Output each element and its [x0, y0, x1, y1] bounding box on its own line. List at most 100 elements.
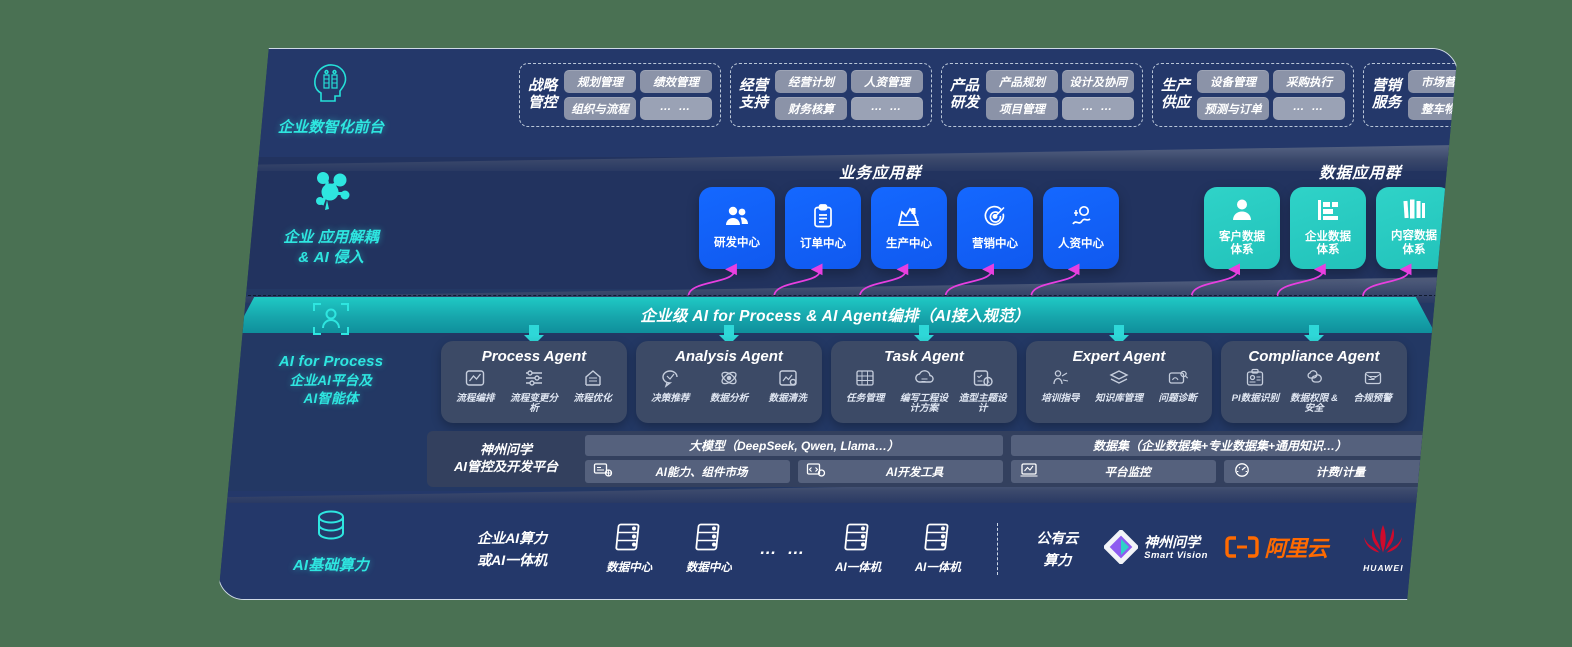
atom-analysis-icon: [718, 368, 740, 392]
app-card-label: 人资中心: [1058, 238, 1104, 250]
agent-title: Compliance Agent: [1248, 348, 1380, 365]
app-card-marketing[interactable]: 营销中心: [957, 187, 1033, 269]
platform-left-column: 大模型（DeepSeek, Qwen, Llama…）: [585, 435, 1003, 483]
domain-chip[interactable]: 绩效管理: [640, 70, 712, 93]
agent-capability[interactable]: 编写工程设计方案: [896, 368, 953, 415]
app-card-order[interactable]: 订单中心: [785, 187, 861, 269]
domain-chip[interactable]: 设备管理: [1197, 70, 1269, 93]
database-icon: [243, 509, 419, 548]
agent-card-expert[interactable]: Expert Agent 培训指导: [1026, 341, 1212, 423]
agent-capability[interactable]: 数据权限 & 安全: [1286, 368, 1343, 415]
agent-capability[interactable]: 造型主题设计: [954, 368, 1011, 415]
agent-capability[interactable]: 任务管理: [837, 368, 894, 415]
component-market-icon: [593, 462, 613, 481]
domain-chip-more[interactable]: … …: [1273, 97, 1345, 120]
domain-chip[interactable]: 组织与流程: [564, 97, 636, 120]
data-card-label: 内容数据 体系: [1391, 230, 1437, 256]
domain-chip-more[interactable]: … …: [1062, 97, 1134, 120]
domain-chip[interactable]: 财务核算: [775, 97, 847, 120]
agent-capability-label: 数据权限 & 安全: [1290, 392, 1338, 415]
rail-ai-process: AI for Process 企业AI平台及 AI智能体: [243, 299, 419, 407]
orchestration-banner: 企业级 AI for Process & AI Agent编排（AI接入规范）: [235, 297, 1435, 333]
domain-chip[interactable]: 经营计划: [775, 70, 847, 93]
platform-cell-dev-tools[interactable]: AI开发工具: [798, 460, 1003, 483]
app-card-label: 营销中心: [972, 238, 1018, 250]
agent-card-analysis[interactable]: Analysis Agent 决策推荐: [636, 341, 822, 423]
cloud-doc-icon: [913, 368, 935, 392]
domain-chip[interactable]: 产品规划: [986, 70, 1058, 93]
books-icon: [1402, 198, 1426, 225]
logo-aliyun[interactable]: 阿里云: [1215, 535, 1338, 564]
platform-dataset-bar[interactable]: 数据集（企业数据集+专业数据集+通用知识…）: [1011, 435, 1429, 456]
person-chart-icon: [1069, 204, 1094, 233]
app-card-hr[interactable]: 人资中心: [1043, 187, 1119, 269]
band-infrastructure: [219, 491, 1457, 599]
agent-down-arrows: [524, 325, 1324, 345]
server-icon: [695, 522, 723, 557]
rail-frontstage: 企业数智化前台: [243, 61, 419, 138]
infra-node-datacenter-2[interactable]: 数据中心: [669, 522, 749, 576]
domain-group[interactable]: 营销 服务 市场营销 客户关系 整车物流 … …: [1363, 63, 1457, 127]
data-card-customer[interactable]: 客户数据 体系: [1204, 187, 1280, 269]
infra-node-ai-appliance-2[interactable]: AI一体机: [898, 522, 978, 576]
infra-enterprise-compute: 企业AI算力 或AI一体机: [477, 529, 548, 568]
domain-group[interactable]: 生产 供应 设备管理 采购执行 预测与订单 … …: [1152, 63, 1354, 127]
domain-chip[interactable]: 规划管理: [564, 70, 636, 93]
business-group-title: 业务应用群: [839, 165, 922, 182]
domain-chip[interactable]: 人资管理: [851, 70, 923, 93]
infra-ellipsis: … …: [759, 538, 808, 558]
app-card-production[interactable]: 生产中心: [871, 187, 947, 269]
agent-card-compliance[interactable]: Compliance Agent PI数据识别: [1221, 341, 1407, 423]
domain-chip[interactable]: 整车物流: [1408, 97, 1457, 120]
platform-cell-billing[interactable]: 计费/计量: [1224, 460, 1429, 483]
decision-icon: [659, 368, 681, 392]
agent-capability[interactable]: 数据清洗: [759, 368, 816, 404]
shield-cloud-icon: [1303, 368, 1325, 392]
server-icon: [924, 522, 952, 557]
domain-group[interactable]: 经营 支持 经营计划 人资管理 财务核算 … …: [730, 63, 932, 127]
server-icon: [615, 522, 643, 557]
layers-icon: [1108, 368, 1130, 392]
infra-node-datacenter-1[interactable]: 数据中心: [589, 522, 669, 576]
domain-group[interactable]: 战略 管控 规划管理 绩效管理 组织与流程 … …: [519, 63, 721, 127]
agent-capability[interactable]: 流程编排: [447, 368, 504, 415]
task-grid-icon: [854, 368, 876, 392]
agent-capability[interactable]: PI数据识别: [1227, 368, 1284, 415]
agent-title: Process Agent: [481, 348, 587, 365]
platform-cell-monitoring[interactable]: 平台监控: [1011, 460, 1216, 483]
platform-cell-component-market[interactable]: AI能力、组件市场: [585, 460, 790, 483]
domain-chip-more[interactable]: … …: [851, 97, 923, 120]
agent-capability[interactable]: 数据分析: [701, 368, 758, 404]
orchestration-dashed-line: [233, 295, 1437, 296]
data-clean-icon: [777, 368, 799, 392]
agent-capability[interactable]: 流程优化: [564, 368, 621, 415]
agent-capability[interactable]: 培训指导: [1032, 368, 1089, 404]
aliyun-bracket-icon: [1225, 535, 1260, 563]
data-card-content[interactable]: 内容数据 体系: [1376, 187, 1452, 269]
agent-card-process[interactable]: Process Agent 流程编排: [441, 341, 627, 423]
domain-chip[interactable]: 采购执行: [1273, 70, 1345, 93]
domain-chip-more[interactable]: … …: [640, 97, 712, 120]
checklist-clock-icon: [972, 368, 994, 392]
agent-capability[interactable]: 问题诊断: [1149, 368, 1206, 404]
domain-chip[interactable]: 预测与订单: [1197, 97, 1269, 120]
data-card-enterprise[interactable]: 企业数据 体系: [1290, 187, 1366, 269]
infra-node-ai-appliance-1[interactable]: AI一体机: [818, 522, 898, 576]
agent-capability[interactable]: 知识库管理: [1091, 368, 1148, 404]
domain-title: 生产 供应: [1161, 78, 1190, 111]
domain-chip[interactable]: 市场营销: [1408, 70, 1457, 93]
rail-label-decoupling: 企业 应用解耦 & AI 侵入: [283, 229, 379, 266]
agent-capability[interactable]: 决策推荐: [642, 368, 699, 404]
app-card-rd[interactable]: 研发中心: [699, 187, 775, 269]
agent-card-task[interactable]: Task Agent 任务管理: [831, 341, 1017, 423]
agent-capability[interactable]: 合规预警: [1344, 368, 1401, 415]
logo-smart-vision[interactable]: 神州问学 Smart Vision: [1097, 528, 1215, 569]
domain-chip[interactable]: 设计及协同: [1062, 70, 1134, 93]
domain-chip[interactable]: 项目管理: [986, 97, 1058, 120]
rail-label-infrastructure: AI基础算力: [292, 557, 370, 574]
domain-group[interactable]: 产品 研发 产品规划 设计及协同 项目管理 … …: [941, 63, 1143, 127]
platform-models-bar[interactable]: 大模型（DeepSeek, Qwen, Llama…）: [585, 435, 1003, 456]
logo-huawei[interactable]: HUAWEI: [1338, 524, 1429, 575]
agent-capability[interactable]: 流程变更分析: [506, 368, 563, 415]
